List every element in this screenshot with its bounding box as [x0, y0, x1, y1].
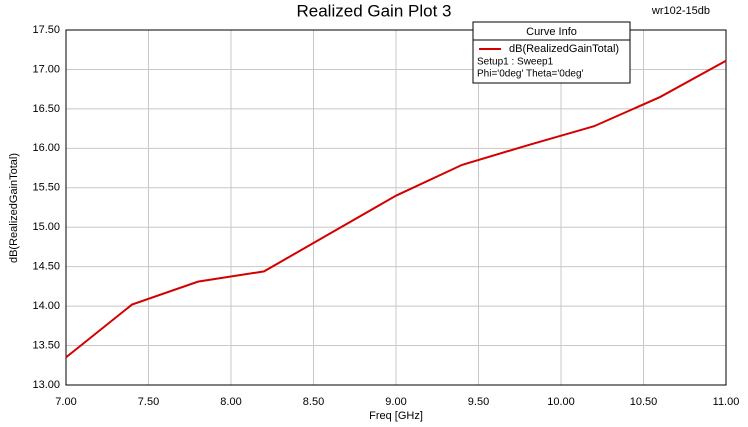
x-tick-label: 7.50 — [138, 396, 159, 408]
x-tick-label: 11.00 — [713, 396, 740, 408]
y-tick-label: 16.00 — [32, 142, 60, 154]
x-tick-label: 8.50 — [303, 396, 324, 408]
plot-frame — [65, 29, 727, 386]
legend-detail: Phi='0deg' Theta='0deg' — [477, 69, 584, 80]
y-tick-label: 16.50 — [32, 103, 60, 115]
x-tick-label: 9.50 — [468, 396, 489, 408]
y-tick-label: 13.00 — [32, 379, 60, 391]
y-tick-label: 15.00 — [32, 221, 60, 233]
x-tick-label: 10.50 — [630, 396, 658, 408]
y-tick-label: 14.00 — [32, 300, 60, 312]
chart-title: Realized Gain Plot 3 — [297, 1, 452, 20]
y-tick-label: 13.50 — [32, 339, 60, 351]
y-tick-label: 17.00 — [32, 63, 60, 75]
legend-detail: Setup1 : Sweep1 — [477, 57, 554, 68]
y-axis-label: dB(RealizedGainTotal) — [8, 153, 20, 263]
y-tick-label: 15.50 — [32, 182, 60, 194]
y-tick-label: 17.50 — [32, 24, 60, 36]
legend-entry: dB(RealizedGainTotal) — [509, 43, 619, 55]
legend-box — [472, 21, 631, 84]
x-tick-label: 8.00 — [220, 396, 241, 408]
y-tick-label: 14.50 — [32, 261, 60, 273]
annotation: wr102-15db — [651, 5, 710, 17]
x-axis-label: Freq [GHz] — [369, 410, 423, 422]
x-tick-label: 9.00 — [385, 396, 406, 408]
data-line — [65, 59, 727, 359]
legend-title: Curve Info — [526, 26, 577, 38]
x-tick-label: 10.00 — [547, 396, 575, 408]
x-tick-label: 7.00 — [55, 396, 76, 408]
